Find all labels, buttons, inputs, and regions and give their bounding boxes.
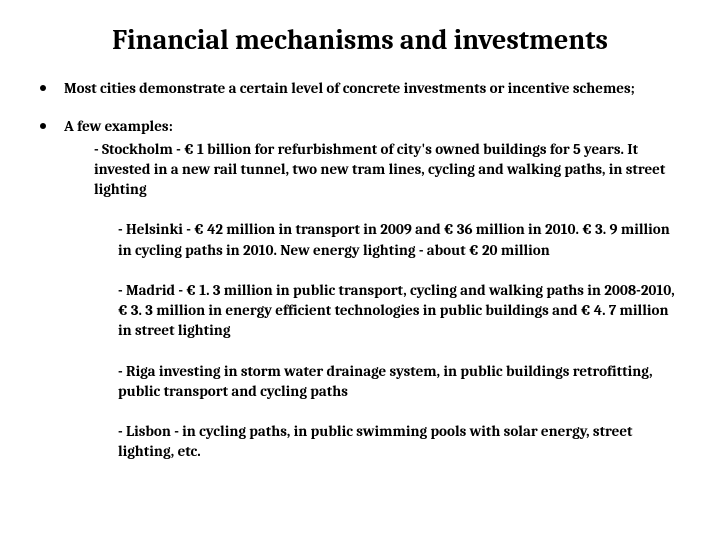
example-item: - Lisbon - in cycling paths, in public s…: [118, 421, 680, 462]
slide: Financial mechanisms and investments Mos…: [0, 0, 720, 540]
bullet-dot-icon: [40, 123, 46, 129]
slide-title: Financial mechanisms and investments: [40, 24, 680, 56]
examples-intro: A few examples:: [64, 116, 173, 136]
examples-list: - Stockholm - € 1 billion for refurbishm…: [64, 139, 680, 462]
bullet-dot-icon: [40, 85, 46, 91]
example-item: - Madrid - € 1. 3 million in public tran…: [118, 280, 680, 341]
bullet-text-1: Most cities demonstrate a certain level …: [64, 78, 635, 98]
bullet-item-1: Most cities demonstrate a certain level …: [40, 78, 680, 98]
bullet-item-2: A few examples:: [40, 116, 680, 136]
example-item: - Riga investing in storm water drainage…: [118, 361, 680, 402]
example-item: - Helsinki - € 42 million in transport i…: [118, 219, 680, 260]
example-item: - Stockholm - € 1 billion for refurbishm…: [94, 139, 680, 200]
